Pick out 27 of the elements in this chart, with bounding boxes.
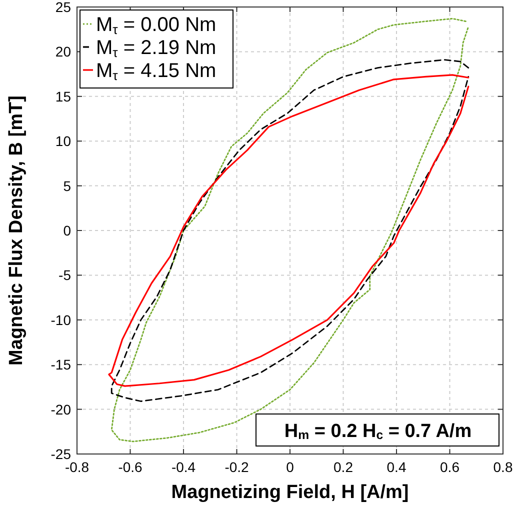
x-tick-label: 0.4	[386, 459, 406, 475]
y-tick-label: -15	[50, 356, 72, 373]
x-tick-label: -0.2	[224, 459, 250, 475]
line-series	[110, 18, 470, 442]
x-tick-label: 0.2	[334, 459, 354, 475]
x-tick-label: 0.8	[493, 459, 513, 475]
y-tick-label: -5	[58, 267, 72, 284]
y-tick-label: 15	[55, 88, 72, 104]
legend-label: M$_{τ}$ = 4.15 Nm	[96, 60, 216, 83]
legend-label: M$_{τ}$ = 0.00 Nm	[96, 14, 216, 37]
x-axis-title: Magnetizing Field, H [A/m]	[171, 482, 409, 503]
annotation: H$_{m}$ = 0.2 H$_{c}$ = 0.7 A/m	[284, 421, 472, 442]
y-axis-title: Magnetic Flux Density, B [mT]	[6, 96, 27, 366]
x-tick-label: -0.8	[64, 459, 90, 475]
x-tick-label: 0.6	[440, 459, 460, 475]
y-tick-label: -20	[50, 401, 72, 418]
y-tick-label: 10	[55, 133, 72, 150]
y-tick-label: 0	[63, 222, 72, 238]
x-tick-label: 0	[286, 459, 294, 475]
y-tick-label: 5	[63, 178, 72, 194]
y-tick-label: -10	[50, 312, 72, 328]
y-tick-label: 25	[55, 0, 72, 15]
legend-label: M$_{τ}$ = 2.19 Nm	[96, 37, 216, 60]
y-tick-label: 20	[55, 44, 72, 60]
y-tick-label: -25	[50, 446, 72, 462]
x-tick-label: -0.4	[171, 459, 196, 475]
x-tick-label: -0.6	[118, 459, 143, 475]
